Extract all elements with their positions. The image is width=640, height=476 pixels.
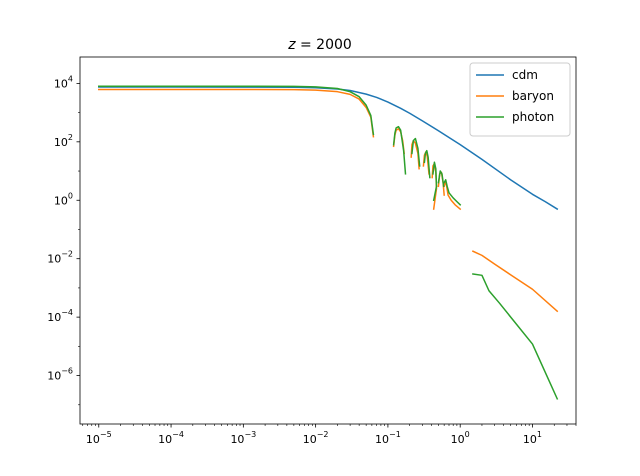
series-line-cdm-segment-1 <box>98 86 559 211</box>
series-line-photon-segment-3 <box>411 137 421 167</box>
x-tick-label: 10−4 <box>158 430 184 446</box>
x-tick-label: 10−5 <box>86 430 112 446</box>
series-line-photon-segment-1 <box>98 85 375 136</box>
series-line-photon-segment-6 <box>437 170 445 188</box>
series-line-photon-segment-4 <box>423 149 431 179</box>
legend: cdm baryon photon <box>469 62 571 137</box>
series-line-baryon-segment-1 <box>98 88 375 138</box>
series-line-photon-segment-7 <box>443 179 462 206</box>
axes: 10−5 10−4 10−3 10−2 10−1 100 101 10−6 10−4 10−2 10… <box>47 56 577 446</box>
y-tick-label: 100 <box>54 191 73 207</box>
x-tick-label: 101 <box>523 430 542 446</box>
y-tick-label: 102 <box>54 133 73 149</box>
chart-title: z = 2000 <box>287 37 352 53</box>
series-lines <box>98 85 559 400</box>
y-tick-label: 104 <box>54 74 73 90</box>
series-line-photon-segment-8 <box>472 273 559 400</box>
x-tick-label: 10−3 <box>230 430 256 446</box>
x-tick-label: 100 <box>451 430 470 446</box>
legend-label-baryon: baryon <box>512 89 554 103</box>
series-line-photon-segment-5 <box>432 161 438 202</box>
chart-title-variable: z <box>287 37 296 53</box>
plot-frame <box>79 56 577 425</box>
legend-label-photon: photon <box>512 110 554 124</box>
y-tick-label: 10−6 <box>47 367 73 383</box>
y-tick-label: 10−4 <box>47 308 73 324</box>
x-tick-label: 10−1 <box>375 430 401 446</box>
chart-title-value: = 2000 <box>296 37 352 53</box>
x-tick-label: 10−2 <box>303 430 329 446</box>
y-tick-label: 10−2 <box>47 250 73 266</box>
series-line-photon-segment-2 <box>392 125 407 175</box>
legend-label-cdm: cdm <box>512 68 538 82</box>
series-line-baryon-segment-8 <box>471 250 559 313</box>
